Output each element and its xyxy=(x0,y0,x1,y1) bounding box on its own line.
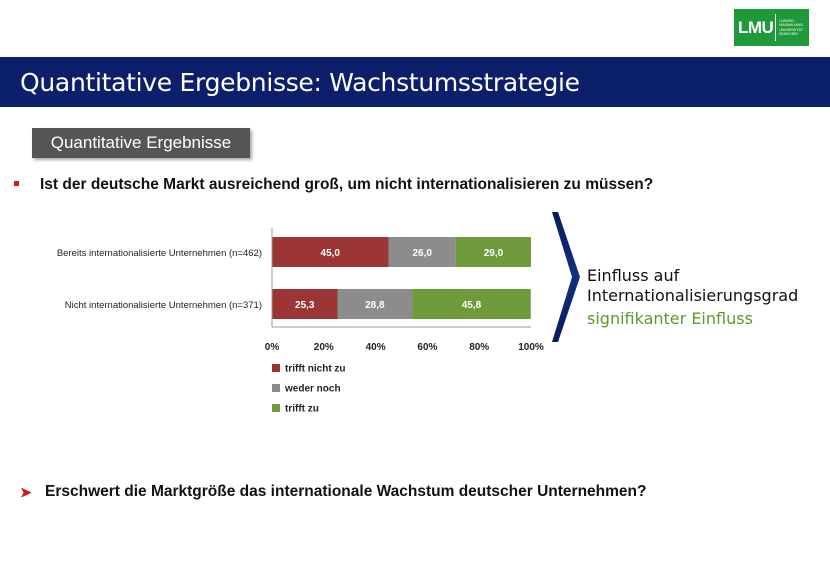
logo-line: LUDWIG- xyxy=(779,18,795,23)
category-label: Nicht internationalisierte Unternehmen (… xyxy=(65,300,262,311)
category-label: Bereits internationalisierte Unternehmen… xyxy=(57,248,262,259)
data-label: 25,3 xyxy=(295,300,315,311)
legend-swatch xyxy=(272,364,280,372)
significance-label: signifikanter Einfluss xyxy=(587,309,753,328)
x-tick-label: 100% xyxy=(518,342,544,353)
result-label: Einfluss auf xyxy=(587,266,680,285)
data-label: 29,0 xyxy=(484,248,504,259)
bar-segment xyxy=(272,237,389,267)
arrow-bullet-icon: ➤ xyxy=(20,484,32,500)
bar-segment xyxy=(272,289,338,319)
legend-label: trifft nicht zu xyxy=(285,364,346,375)
x-tick-label: 80% xyxy=(469,342,489,353)
legend-swatch xyxy=(272,384,280,392)
data-label: 26,0 xyxy=(412,248,432,259)
x-tick-label: 60% xyxy=(417,342,437,353)
square-bullet-icon xyxy=(14,181,19,186)
data-label: 45,0 xyxy=(321,248,341,259)
bar-segment xyxy=(455,237,531,267)
logo-mark: LMU xyxy=(738,17,774,37)
x-tick-label: 0% xyxy=(265,342,280,353)
logo-line: MAXIMILIANS- xyxy=(779,23,804,28)
section-tag: Quantitative Ergebnisse xyxy=(32,128,250,158)
question-2: Erschwert die Marktgröße das internation… xyxy=(45,483,647,500)
header-bar xyxy=(0,57,830,107)
bar-segment xyxy=(337,289,413,319)
page-title: Quantitative Ergebnisse: Wachstumsstrate… xyxy=(20,68,580,97)
logo-divider xyxy=(775,14,777,41)
chevron-arrow-icon xyxy=(552,212,580,342)
bar-segment xyxy=(388,237,456,267)
legend-label: trifft zu xyxy=(285,404,319,415)
logo-line: UNIVERSITÄT xyxy=(779,27,804,32)
legend-label: weder noch xyxy=(284,384,341,395)
logo-wordmark: LUDWIG- MAXIMILIANS- UNIVERSITÄT MÜNCHEN xyxy=(779,19,803,37)
question-1: Ist der deutsche Markt ausreichend groß,… xyxy=(40,176,654,193)
lmu-logo: LMU LUDWIG- MAXIMILIANS- UNIVERSITÄT MÜN… xyxy=(734,9,809,46)
logo-line: MÜNCHEN xyxy=(779,31,798,36)
bar-segment xyxy=(412,289,531,319)
data-label: 45,8 xyxy=(462,300,482,311)
result-label-2: Internationalisierungsgrad xyxy=(587,286,799,305)
x-tick-label: 20% xyxy=(314,342,334,353)
legend-swatch xyxy=(272,404,280,412)
x-tick-label: 40% xyxy=(366,342,386,353)
data-label: 28,8 xyxy=(365,300,385,311)
